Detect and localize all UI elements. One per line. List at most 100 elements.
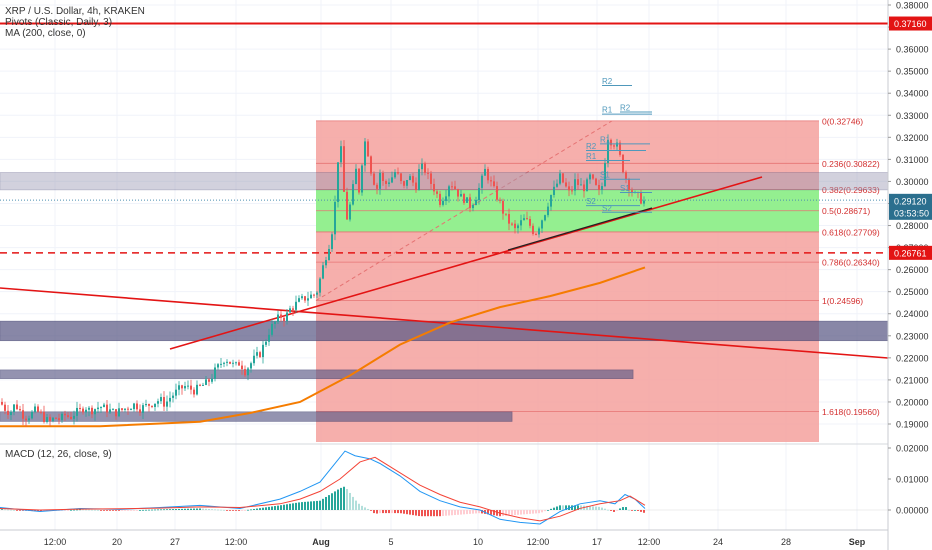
candle[interactable] xyxy=(364,137,366,172)
candle[interactable] xyxy=(445,189,447,206)
candle[interactable] xyxy=(388,178,390,187)
candle[interactable] xyxy=(304,295,306,303)
candle[interactable] xyxy=(313,293,315,298)
candle[interactable] xyxy=(241,360,243,375)
candle[interactable] xyxy=(34,403,36,414)
candle[interactable] xyxy=(10,410,12,421)
candle[interactable] xyxy=(319,277,321,297)
candle[interactable] xyxy=(418,164,420,191)
candle[interactable] xyxy=(523,214,525,221)
candle[interactable] xyxy=(481,173,483,194)
candle[interactable] xyxy=(352,180,354,206)
candle[interactable] xyxy=(592,173,594,181)
candle[interactable] xyxy=(337,162,339,208)
candle[interactable] xyxy=(136,400,138,413)
candle[interactable] xyxy=(256,346,258,359)
candle[interactable] xyxy=(193,387,195,398)
candle[interactable] xyxy=(430,170,432,190)
candle[interactable] xyxy=(394,169,396,179)
candle[interactable] xyxy=(196,380,198,396)
candle[interactable] xyxy=(490,176,492,187)
candle[interactable] xyxy=(220,357,222,368)
candle[interactable] xyxy=(217,363,219,370)
candle[interactable] xyxy=(577,173,579,190)
candle[interactable] xyxy=(292,305,294,316)
candle[interactable] xyxy=(49,414,51,426)
candle[interactable] xyxy=(385,179,387,190)
candle[interactable] xyxy=(619,140,621,157)
candle[interactable] xyxy=(586,177,588,192)
candle[interactable] xyxy=(358,167,360,195)
candle[interactable] xyxy=(70,412,72,420)
candle[interactable] xyxy=(61,411,63,423)
candle[interactable] xyxy=(409,174,411,181)
candle[interactable] xyxy=(7,405,9,419)
candle[interactable] xyxy=(520,214,522,231)
candle[interactable] xyxy=(67,412,69,419)
candle[interactable] xyxy=(175,383,177,400)
candle[interactable] xyxy=(238,359,240,366)
candle[interactable] xyxy=(514,219,516,234)
candle[interactable] xyxy=(595,177,597,186)
candle[interactable] xyxy=(424,161,426,176)
candle[interactable] xyxy=(538,226,540,238)
candle[interactable] xyxy=(334,195,336,241)
candle[interactable] xyxy=(370,155,372,176)
candle[interactable] xyxy=(544,214,546,222)
candle[interactable] xyxy=(457,188,459,202)
candle[interactable] xyxy=(52,416,54,423)
candle[interactable] xyxy=(73,410,75,425)
candle[interactable] xyxy=(253,349,255,366)
candle[interactable] xyxy=(379,169,381,195)
candle[interactable] xyxy=(169,391,171,408)
candle[interactable] xyxy=(133,402,135,412)
candle[interactable] xyxy=(40,409,42,415)
candle[interactable] xyxy=(427,168,429,180)
candle[interactable] xyxy=(181,384,183,395)
candle[interactable] xyxy=(112,408,114,411)
candle[interactable] xyxy=(415,177,417,193)
candle[interactable] xyxy=(232,359,234,368)
candle[interactable] xyxy=(604,158,606,188)
candle[interactable] xyxy=(178,381,180,396)
candle[interactable] xyxy=(250,361,252,373)
candle[interactable] xyxy=(244,365,246,378)
candle[interactable] xyxy=(499,197,501,204)
candle[interactable] xyxy=(406,180,408,189)
candle[interactable] xyxy=(382,170,384,186)
candle[interactable] xyxy=(103,402,105,408)
candle[interactable] xyxy=(400,172,402,185)
candle[interactable] xyxy=(451,181,453,191)
candle[interactable] xyxy=(583,180,585,198)
candle[interactable] xyxy=(628,177,630,197)
trend-lines[interactable] xyxy=(0,22,889,359)
candle[interactable] xyxy=(229,361,231,365)
candle[interactable] xyxy=(328,244,330,261)
candle[interactable] xyxy=(166,395,168,412)
macd-pane[interactable] xyxy=(0,450,888,525)
candle[interactable] xyxy=(25,415,27,427)
candle[interactable] xyxy=(325,256,327,269)
candle[interactable] xyxy=(460,189,462,197)
candle[interactable] xyxy=(307,291,309,306)
candle[interactable] xyxy=(361,163,363,196)
candle[interactable] xyxy=(511,222,513,226)
candle[interactable] xyxy=(571,185,573,195)
candlesticks[interactable] xyxy=(1,134,645,427)
candle[interactable] xyxy=(283,315,285,327)
candle[interactable] xyxy=(172,392,174,403)
candle[interactable] xyxy=(286,308,288,325)
candle[interactable] xyxy=(436,189,438,199)
candle[interactable] xyxy=(346,187,348,220)
candle[interactable] xyxy=(502,198,504,220)
candle[interactable] xyxy=(16,400,18,411)
candle[interactable] xyxy=(616,138,618,150)
candle[interactable] xyxy=(562,172,564,184)
candle[interactable] xyxy=(376,182,378,195)
candle[interactable] xyxy=(517,223,519,234)
candle[interactable] xyxy=(535,232,537,236)
candle[interactable] xyxy=(547,202,549,218)
candle[interactable] xyxy=(271,319,273,337)
candle[interactable] xyxy=(295,295,297,313)
candle[interactable] xyxy=(589,172,591,184)
